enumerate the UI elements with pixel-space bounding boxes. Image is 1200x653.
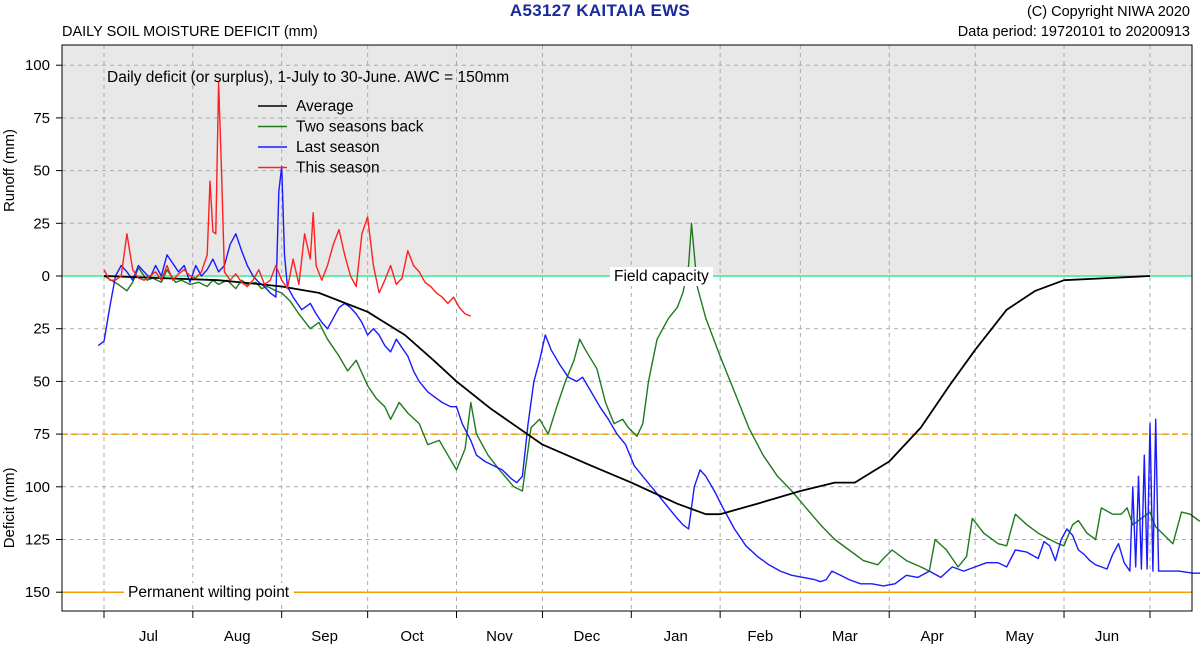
x-tick-label: Jan <box>664 628 688 645</box>
x-tick-label: May <box>1005 628 1034 645</box>
copyright-label: (C) Copyright NIWA 2020 <box>1026 4 1190 20</box>
legend: Average Two seasons back Last season This s… <box>258 98 424 177</box>
field-capacity-label-bg <box>610 267 714 286</box>
legend-label-two-seasons-back: Two seasons back <box>296 119 424 136</box>
chart-title: A53127 KAITAIA EWS <box>509 1 691 20</box>
field-capacity-label: Field capacity <box>614 268 709 285</box>
data-period-label: Data period: 19720101 to 20200913 <box>957 24 1190 40</box>
y-axis: 100 75 50 25 0 25 50 75 100 125 150 <box>25 57 62 601</box>
y-tick-label: 100 <box>25 57 50 74</box>
chart-left-label: DAILY SOIL MOISTURE DEFICIT (mm) <box>62 24 318 40</box>
legend-label-this-season: This season <box>296 160 380 177</box>
series-line-this-season <box>103 81 472 317</box>
x-tick-label: Dec <box>574 628 601 645</box>
y-axis-label-runoff: Runoff (mm) <box>1 129 18 212</box>
chart-subtitle: Daily deficit (or surplus), 1-July to 30… <box>107 69 509 86</box>
x-tick-label: Sep <box>311 628 338 645</box>
y-tick-label: 75 <box>33 110 50 127</box>
y-tick-label: 100 <box>25 479 50 496</box>
x-tick-label: Mar <box>832 628 858 645</box>
runoff-region <box>62 45 1192 276</box>
series-line-average <box>103 275 1151 516</box>
x-tick-label: Aug <box>224 628 251 645</box>
y-tick-label: 150 <box>25 584 50 601</box>
series-line-two-seasons-back <box>103 222 1200 572</box>
y-tick-label: 25 <box>33 215 50 232</box>
wilting-point-label: Permanent wilting point <box>128 584 290 601</box>
y-tick-label: 25 <box>33 321 50 338</box>
x-tick-label: Jul <box>139 628 158 645</box>
legend-label-average: Average <box>296 98 353 115</box>
y-axis-label-deficit: Deficit (mm) <box>1 467 18 548</box>
y-tick-label: 50 <box>33 163 50 180</box>
x-tick-label: Nov <box>486 628 513 645</box>
y-tick-label: 0 <box>42 268 50 285</box>
y-tick-label: 50 <box>33 373 50 390</box>
wilting-point-label-bg <box>124 583 294 603</box>
legend-label-last-season: Last season <box>296 139 380 156</box>
x-tick-label: Apr <box>921 628 944 645</box>
x-tick-label: Feb <box>747 628 773 645</box>
grid-lines <box>62 45 1192 611</box>
y-tick-label: 75 <box>33 426 50 443</box>
x-tick-label: Jun <box>1095 628 1119 645</box>
x-axis: Jul Aug Sep Oct Nov Dec Jan Feb Mar Apr May Jun <box>103 611 1151 645</box>
x-tick-label: Oct <box>400 628 424 645</box>
plot-frame <box>61 44 1193 612</box>
y-tick-label: 125 <box>25 532 50 549</box>
series-line-last-season <box>97 165 1200 587</box>
series-lines <box>97 81 1200 587</box>
reference-labels: Field capacity Permanent wilting point <box>124 267 714 603</box>
